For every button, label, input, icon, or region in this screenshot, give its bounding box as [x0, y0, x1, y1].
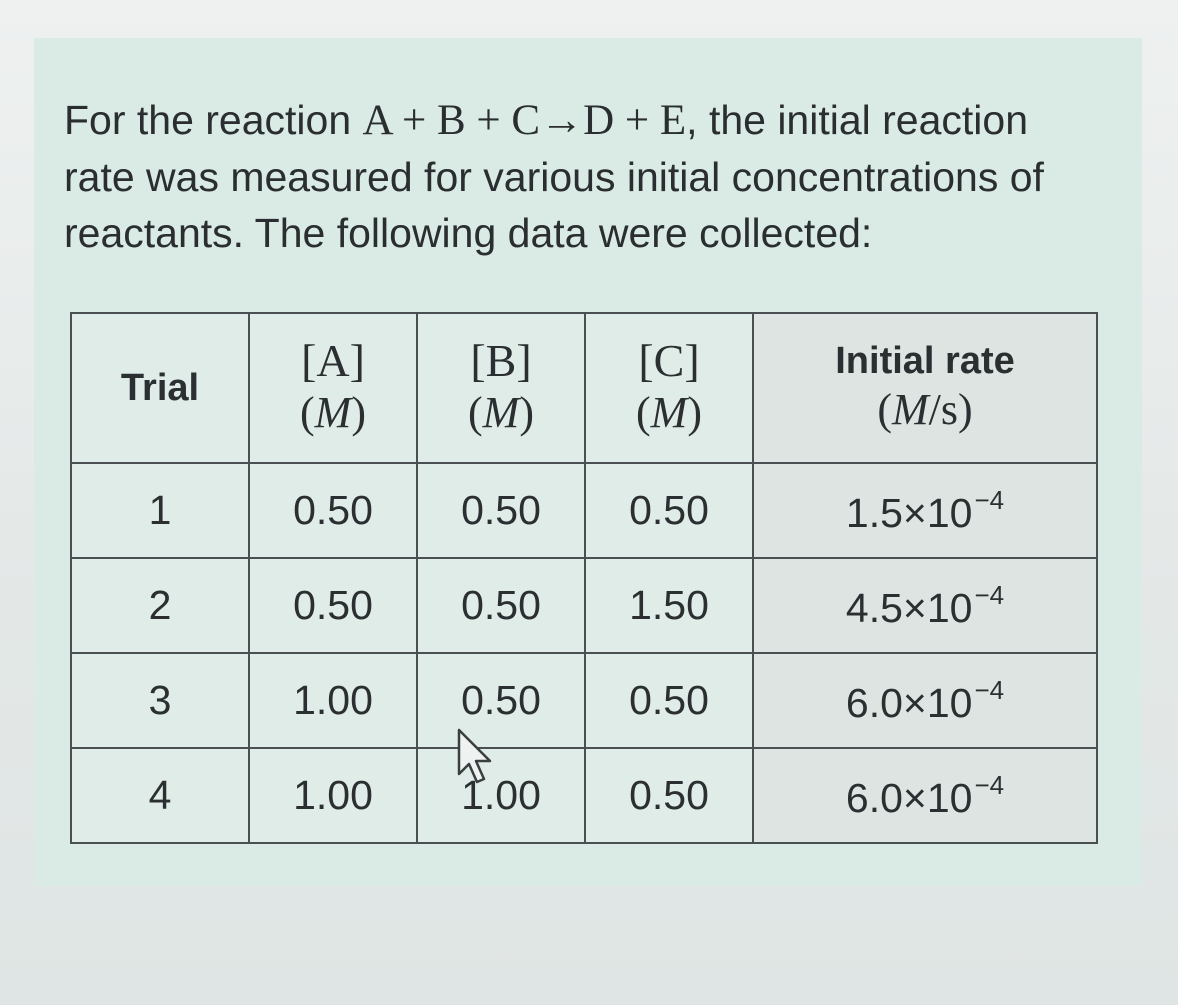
cell-rate: 4.5×10−4: [752, 557, 1098, 654]
header-a-concentration: [A] (M): [248, 312, 418, 464]
cell-trial: 2: [70, 557, 250, 654]
rate-exponent: −4: [974, 579, 1005, 610]
header-b-concentration: [B] (M): [416, 312, 586, 464]
header-c-unit: (M): [636, 388, 702, 437]
rate-mantissa: 1.5×10: [845, 489, 973, 536]
cell-a: 0.50: [248, 462, 418, 559]
question-text: For the reaction A + B + C→D + E, the in…: [64, 92, 1064, 261]
header-rate-label: Initial rate: [835, 339, 1015, 382]
cell-rate: 1.5×10−4: [752, 462, 1098, 559]
cell-rate: 6.0×10−4: [752, 652, 1098, 749]
cell-a: 1.00: [248, 652, 418, 749]
rate-exponent: −4: [974, 769, 1005, 800]
cell-trial: 4: [70, 747, 250, 844]
cell-c: 0.50: [584, 652, 754, 749]
rate-mantissa: 4.5×10: [845, 584, 973, 631]
rate-exponent: −4: [974, 674, 1005, 705]
header-c-concentration: [C] (M): [584, 312, 754, 464]
header-a-symbol: [A]: [301, 335, 365, 386]
cell-b: 0.50: [416, 557, 586, 654]
cell-trial: 1: [70, 462, 250, 559]
cell-b: 0.50: [416, 462, 586, 559]
reaction-equation: A + B + C→D + E: [362, 97, 687, 144]
cell-b: 0.50: [416, 652, 586, 749]
rate-mantissa: 6.0×10: [845, 679, 973, 726]
header-a-unit: (M): [300, 388, 366, 437]
question-prefix: For the reaction: [64, 97, 363, 143]
table-row: 2 0.50 0.50 1.50 4.5×10−4: [70, 557, 1098, 654]
table-row: 3 1.00 0.50 0.50 6.0×10−4: [70, 652, 1098, 749]
question-suffix: , the initial reaction rate was measured…: [64, 97, 1044, 256]
header-trial: Trial: [70, 312, 250, 464]
rate-exponent: −4: [974, 484, 1005, 515]
cell-a: 1.00: [248, 747, 418, 844]
cell-c: 1.50: [584, 557, 754, 654]
cell-c: 0.50: [584, 747, 754, 844]
header-b-unit: (M): [468, 388, 534, 437]
header-trial-label: Trial: [120, 366, 200, 409]
mouse-pointer-arrow-icon: [457, 728, 492, 784]
header-c-symbol: [C]: [638, 335, 700, 386]
rate-data-table: Trial [A] (M) [B] (M) [C] (M) Initial ra…: [70, 312, 1098, 844]
table-header-row: Trial [A] (M) [B] (M) [C] (M) Initial ra…: [70, 312, 1098, 464]
cell-b: 1.00: [416, 747, 586, 844]
cell-rate: 6.0×10−4: [752, 747, 1098, 844]
table-row: 1 0.50 0.50 0.50 1.5×10−4: [70, 462, 1098, 559]
cell-c: 0.50: [584, 462, 754, 559]
header-b-symbol: [B]: [470, 335, 532, 386]
header-rate-unit: (M/s): [877, 384, 973, 434]
header-initial-rate: Initial rate (M/s): [752, 312, 1098, 464]
cell-a: 0.50: [248, 557, 418, 654]
table-row: 4 1.00 1.00 0.50 6.0×10−4: [70, 747, 1098, 844]
rate-mantissa: 6.0×10: [845, 774, 973, 821]
cell-trial: 3: [70, 652, 250, 749]
